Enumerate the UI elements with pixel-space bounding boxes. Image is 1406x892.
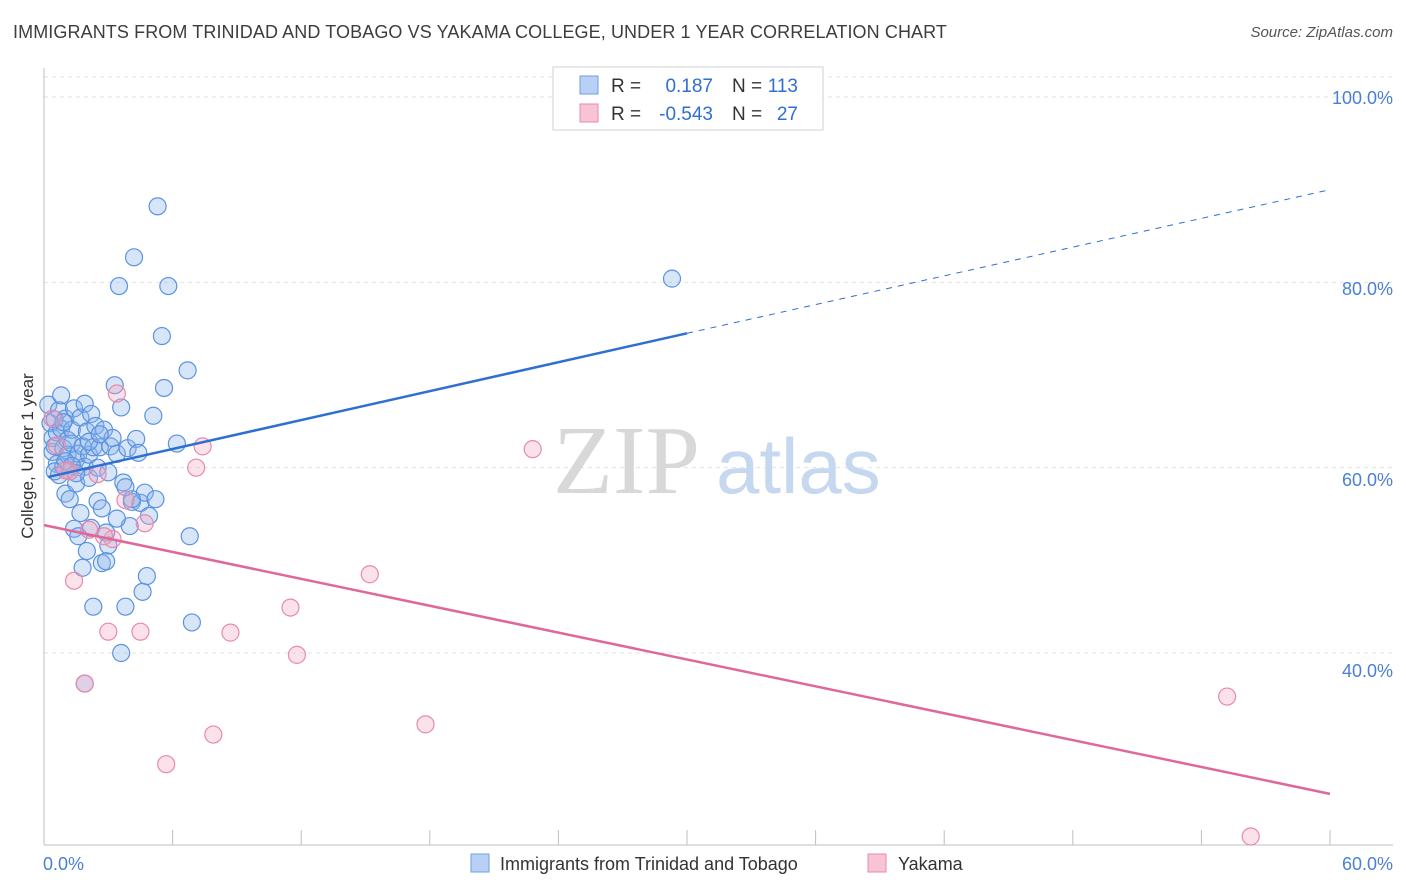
point-yakama <box>360 565 379 584</box>
point-yakama <box>1241 827 1260 846</box>
point-yakama <box>416 715 435 734</box>
point-trinidad <box>152 326 171 346</box>
point-trinidad <box>109 276 129 296</box>
scatter-points <box>39 197 1260 846</box>
point-trinidad <box>84 597 103 616</box>
point-trinidad <box>97 552 116 571</box>
point-trinidad <box>178 361 197 380</box>
x-tick-label: 60.0% <box>1342 854 1393 874</box>
point-trinidad <box>71 503 90 523</box>
legend-swatch-blue <box>470 853 490 873</box>
point-trinidad <box>64 399 84 418</box>
y-tick-label: 100.0% <box>1332 88 1393 108</box>
point-trinidad <box>82 404 101 424</box>
point-yakama <box>1218 687 1237 706</box>
legend-r-label: R = <box>611 104 641 125</box>
point-trinidad <box>127 429 146 449</box>
x-ticks <box>43 830 1331 845</box>
trend-line-trinidad-dashed <box>686 189 1331 334</box>
source-label: Source: ZipAtlas.com <box>1250 24 1393 41</box>
watermark-zip: ZIP <box>553 407 700 515</box>
point-trinidad <box>75 394 94 413</box>
legend-n-value: 113 <box>768 76 798 97</box>
legend-series-label: Yakama <box>898 854 964 874</box>
point-trinidad <box>662 269 682 288</box>
point-yakama <box>131 622 150 641</box>
point-trinidad <box>77 541 96 561</box>
point-yakama <box>287 645 307 664</box>
point-yakama <box>116 491 135 510</box>
point-yakama <box>99 622 118 641</box>
point-yakama <box>47 436 66 455</box>
watermark-atlas: atlas <box>716 422 881 510</box>
y-tick-label: 40.0% <box>1342 661 1393 681</box>
point-yakama <box>56 461 75 480</box>
point-trinidad <box>107 509 126 528</box>
legend-r-label: R = <box>611 76 641 97</box>
point-trinidad <box>180 527 199 546</box>
legend-swatch-blue <box>579 75 599 95</box>
point-yakama <box>135 514 154 533</box>
legend-swatch-pink <box>579 103 599 123</box>
point-trinidad <box>114 473 133 492</box>
trend-line-trinidad <box>48 332 688 479</box>
point-trinidad <box>124 248 144 267</box>
point-trinidad <box>133 582 152 601</box>
point-yakama <box>43 409 62 428</box>
point-trinidad <box>92 499 111 518</box>
legend-swatch-pink <box>867 853 887 873</box>
point-yakama <box>187 458 206 477</box>
point-yakama <box>204 725 223 744</box>
point-trinidad <box>52 386 71 405</box>
legend-r-value: 0.187 <box>665 76 713 97</box>
legend-n-value: 27 <box>777 104 798 125</box>
stats-legend: R = 0.187 N = 113 R = -0.543 N = 27 <box>552 66 824 131</box>
point-yakama <box>281 598 300 617</box>
point-trinidad <box>154 378 174 398</box>
y-tick-label: 60.0% <box>1342 470 1393 490</box>
point-trinidad <box>60 490 79 509</box>
legend-n-label: N = <box>732 76 762 97</box>
point-trinidad <box>112 643 131 663</box>
legend-r-value: -0.543 <box>659 104 713 125</box>
point-trinidad <box>73 558 92 577</box>
point-trinidad <box>159 276 178 296</box>
y-tick-label: 80.0% <box>1342 279 1393 299</box>
point-yakama <box>64 571 84 590</box>
trend-lines <box>43 189 1331 796</box>
point-trinidad <box>182 613 201 632</box>
series-legend: Immigrants from Trinidad and Tobago Yaka… <box>470 853 964 874</box>
chart-title: IMMIGRANTS FROM TRINIDAD AND TOBAGO VS Y… <box>13 22 948 42</box>
point-yakama <box>75 674 94 693</box>
legend-series-label: Immigrants from Trinidad and Tobago <box>500 854 798 874</box>
point-yakama <box>107 384 126 403</box>
point-trinidad <box>122 490 141 509</box>
legend-n-label: N = <box>732 104 762 125</box>
point-trinidad <box>54 413 73 432</box>
trend-line-yakama <box>43 523 1331 796</box>
point-trinidad <box>146 490 165 509</box>
y-axis-title: College, Under 1 year <box>18 373 37 539</box>
point-trinidad <box>137 566 156 586</box>
point-trinidad <box>116 597 135 616</box>
point-trinidad <box>144 406 163 425</box>
point-yakama <box>523 440 542 459</box>
point-trinidad <box>148 197 167 216</box>
point-yakama <box>221 623 240 642</box>
point-yakama <box>157 755 176 774</box>
x-tick-label: 0.0% <box>43 854 84 874</box>
point-trinidad <box>112 398 131 417</box>
point-trinidad <box>90 425 109 444</box>
point-trinidad <box>79 432 99 451</box>
